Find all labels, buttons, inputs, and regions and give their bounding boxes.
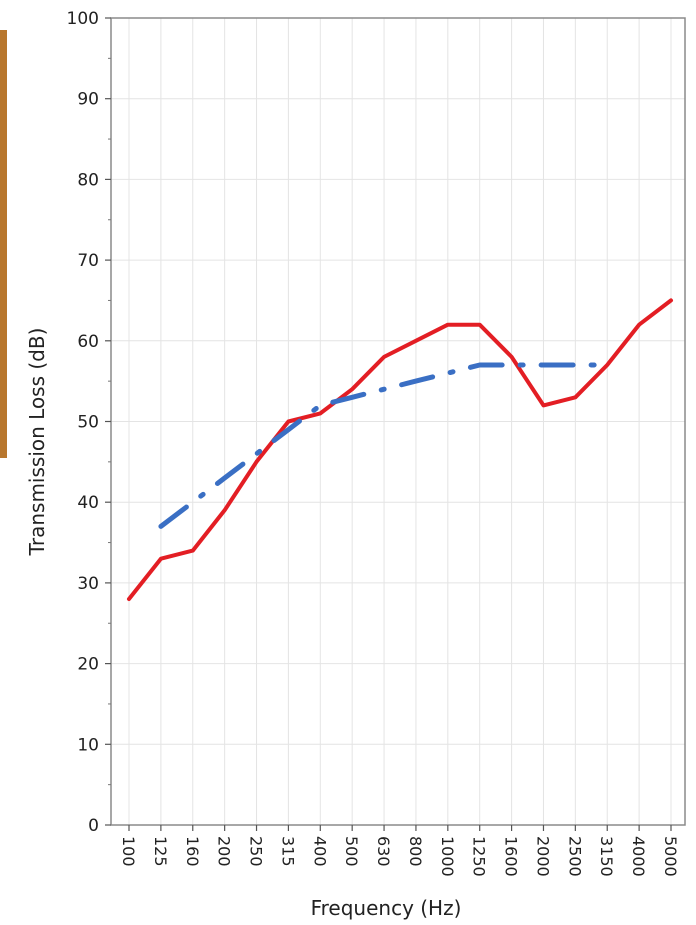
y-tick-label: 20 [77, 655, 99, 675]
y-tick-label: 0 [88, 816, 99, 836]
x-axis-ticks: 100 125 160 200 250 315 400 500 630 800 1000 1250 16… [119, 825, 680, 877]
x-tick-label: 800 [406, 836, 425, 867]
series-layer [127, 298, 673, 601]
y-tick-label: 80 [77, 170, 99, 190]
x-axis-title: Frequency (Hz) [311, 896, 462, 920]
x-tick-label: 3150 [597, 836, 616, 877]
y-axis-title: Transmission Loss (dB) [25, 328, 49, 557]
x-tick-label: 200 [215, 836, 234, 867]
x-tick-label: 100 [119, 836, 138, 867]
x-tick-label: 4000 [629, 836, 648, 877]
y-tick-label: 50 [77, 413, 99, 433]
y-tick-label: 40 [77, 493, 99, 513]
x-tick-label: 2000 [533, 836, 552, 877]
y-tick-label: 70 [77, 251, 99, 271]
x-tick-label: 250 [247, 836, 266, 867]
y-tick-label: 100 [67, 9, 99, 29]
x-tick-label: 2500 [565, 836, 584, 877]
left-edge-strip [0, 30, 7, 458]
x-tick-label: 630 [374, 836, 393, 867]
x-tick-label: 5000 [661, 836, 680, 877]
x-tick-label: 1600 [502, 836, 521, 877]
x-tick-label: 1250 [470, 836, 489, 877]
y-tick-label: 30 [77, 574, 99, 594]
y-axis-ticks: 0 10 20 30 40 50 60 70 80 90 100 [67, 9, 111, 836]
x-tick-label: 125 [151, 836, 170, 867]
x-tick-label: 315 [278, 836, 297, 867]
y-tick-label: 90 [77, 90, 99, 110]
series-line-solid [127, 298, 673, 601]
y-tick-label: 60 [77, 332, 99, 352]
x-tick-label: 1000 [438, 836, 457, 877]
x-tick-label: 400 [310, 836, 329, 867]
x-tick-label: 500 [342, 836, 361, 867]
series-line-dash-dot [158, 362, 610, 529]
y-tick-label: 10 [77, 735, 99, 755]
x-tick-label: 160 [183, 836, 202, 867]
